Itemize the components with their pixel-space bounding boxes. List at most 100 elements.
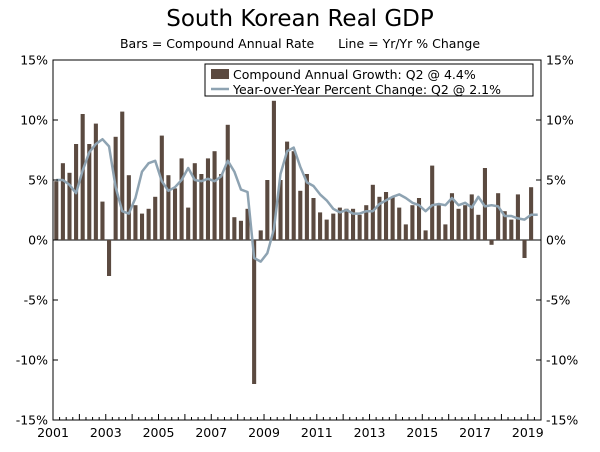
bar bbox=[390, 196, 395, 240]
y-tick-label-right: -10% bbox=[546, 353, 578, 368]
chart-subtitle: Bars = Compound Annual Rate Line = Yr/Yr… bbox=[0, 36, 600, 51]
bar bbox=[219, 174, 224, 240]
x-tick-label: 2015 bbox=[406, 425, 438, 440]
bar bbox=[423, 230, 428, 240]
x-tick-label: 2019 bbox=[512, 425, 544, 440]
y-tick-label-right: 15% bbox=[546, 53, 574, 68]
bar bbox=[351, 208, 356, 240]
y-tick-label-right: -15% bbox=[546, 413, 578, 428]
bar bbox=[357, 214, 362, 240]
bar-series bbox=[54, 100, 534, 384]
bar bbox=[238, 220, 243, 240]
bar bbox=[139, 213, 145, 240]
axes: 15% 15% 10% 10% 5% 5% 0% 0% -5% -5% -10% -10% -15% -1… bbox=[16, 53, 579, 441]
y-tick-label-left: 5% bbox=[28, 173, 48, 188]
bar bbox=[489, 240, 494, 245]
y-tick-label-right: 5% bbox=[546, 173, 566, 188]
subtitle-bars: Bars = Compound Annual Rate bbox=[119, 36, 315, 51]
x-tick-label: 2007 bbox=[195, 425, 227, 440]
bar bbox=[522, 240, 527, 258]
y-tick-label-left: 0% bbox=[28, 233, 48, 248]
bar bbox=[337, 207, 342, 240]
bar bbox=[291, 151, 296, 240]
bar bbox=[449, 193, 455, 240]
bar bbox=[285, 141, 290, 240]
bar bbox=[192, 163, 197, 240]
bar bbox=[153, 196, 158, 240]
bar bbox=[265, 180, 270, 240]
bar bbox=[403, 224, 408, 240]
x-tick-label: 2009 bbox=[248, 425, 280, 440]
legend-bar-swatch bbox=[211, 69, 229, 79]
y-tick-label-right: -5% bbox=[546, 293, 570, 308]
y-tick-label-left: -15% bbox=[16, 413, 48, 428]
bar bbox=[410, 205, 415, 240]
bar bbox=[476, 214, 481, 240]
bar bbox=[318, 212, 323, 240]
legend: Compound Annual Growth: Q2 @ 4.4% Year-o… bbox=[204, 63, 534, 97]
bar bbox=[443, 224, 448, 240]
legend-line-label: Year-over-Year Percent Change: Q2 @ 2.1% bbox=[232, 82, 501, 97]
bar bbox=[364, 205, 369, 240]
bar bbox=[383, 192, 389, 240]
bar bbox=[344, 208, 349, 240]
bar bbox=[67, 172, 72, 240]
bar bbox=[107, 240, 112, 276]
bar bbox=[186, 207, 191, 240]
y-tick-label-left: -5% bbox=[24, 293, 48, 308]
bar bbox=[252, 240, 257, 384]
bar bbox=[509, 219, 514, 240]
bar bbox=[456, 208, 461, 240]
chart-title: South Korean Real GDP bbox=[166, 6, 434, 32]
bar bbox=[496, 193, 501, 240]
bar bbox=[179, 158, 184, 240]
x-tick-label: 2005 bbox=[143, 425, 175, 440]
subtitle-line: Line = Yr/Yr % Change bbox=[338, 36, 481, 51]
x-tick-label: 2011 bbox=[301, 425, 333, 440]
x-tick-label: 2001 bbox=[37, 425, 69, 440]
legend-box bbox=[204, 63, 534, 97]
bar bbox=[172, 188, 178, 240]
bar bbox=[159, 135, 164, 240]
bar bbox=[430, 165, 435, 240]
bar bbox=[271, 100, 276, 240]
bar bbox=[436, 205, 441, 240]
bar bbox=[298, 190, 303, 240]
bar bbox=[324, 219, 329, 240]
bar bbox=[245, 208, 250, 240]
y-tick-label-left: -10% bbox=[16, 353, 48, 368]
bar bbox=[93, 123, 98, 240]
bar bbox=[463, 205, 468, 240]
bar bbox=[416, 198, 422, 240]
yoy-line bbox=[56, 137, 538, 263]
bar bbox=[397, 207, 402, 240]
bar bbox=[54, 181, 59, 240]
bar bbox=[225, 124, 230, 240]
bar bbox=[87, 144, 92, 240]
bar bbox=[80, 114, 85, 240]
bar bbox=[377, 196, 382, 240]
bar bbox=[469, 194, 474, 240]
bar bbox=[311, 198, 316, 240]
bar bbox=[502, 211, 507, 240]
y-tick-label-left: 10% bbox=[20, 113, 48, 128]
y-tick-label-left: 15% bbox=[20, 53, 48, 68]
x-tick-label: 2003 bbox=[90, 425, 122, 440]
bar bbox=[331, 213, 336, 240]
y-tick-label-right: 0% bbox=[546, 233, 566, 248]
bar bbox=[304, 174, 309, 240]
x-tick-label: 2013 bbox=[354, 425, 386, 440]
bar bbox=[166, 175, 171, 240]
bar bbox=[482, 168, 487, 240]
bar bbox=[278, 180, 283, 240]
bar bbox=[232, 217, 237, 240]
y-tick-label-right: 10% bbox=[546, 113, 574, 128]
line-series bbox=[56, 137, 538, 263]
bar bbox=[258, 230, 263, 240]
bar bbox=[212, 151, 217, 240]
bar bbox=[133, 205, 138, 240]
bar bbox=[126, 175, 131, 240]
bar bbox=[60, 163, 65, 240]
legend-bar-label: Compound Annual Growth: Q2 @ 4.4% bbox=[233, 67, 476, 82]
